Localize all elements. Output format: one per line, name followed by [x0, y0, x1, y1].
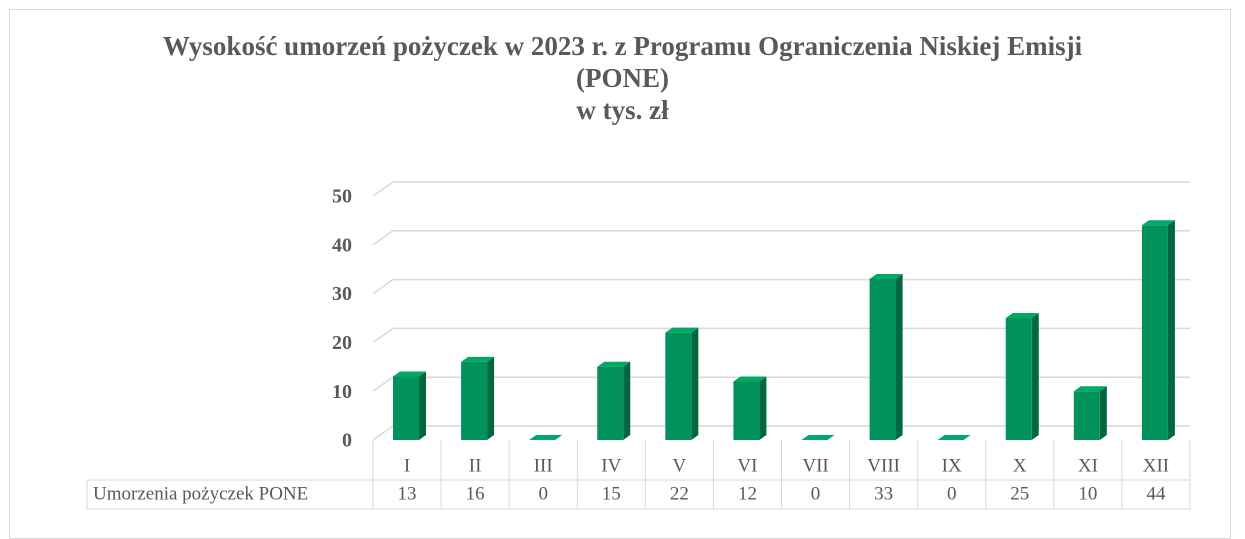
grid-line: [372, 181, 1190, 197]
bar-top: [665, 327, 699, 333]
bar-top: [1141, 220, 1175, 226]
bar: [529, 435, 563, 440]
bar-front: [665, 332, 692, 440]
bar-top: [529, 435, 563, 440]
x-tick-label: IV: [601, 455, 621, 476]
bar-side: [1099, 386, 1107, 440]
bar: [1005, 313, 1039, 440]
table-value: 10: [1078, 483, 1097, 504]
bar-top: [869, 273, 903, 279]
bar-top: [1073, 386, 1107, 392]
table-value: 33: [874, 483, 893, 504]
bar-top: [937, 435, 971, 440]
bar-top: [733, 376, 767, 382]
bar: [597, 361, 631, 440]
bar: [869, 273, 903, 440]
bar-side: [1167, 220, 1175, 440]
bar: [801, 435, 835, 440]
table-value: 12: [738, 483, 757, 504]
bar-top: [1005, 313, 1039, 318]
grid-line: [372, 278, 1190, 295]
x-tick-label: XII: [1143, 455, 1169, 476]
bar-front: [733, 381, 760, 440]
y-tick-label: 20: [332, 332, 352, 354]
y-tick-label: 10: [332, 381, 352, 403]
x-tick-label: VII: [802, 455, 828, 476]
table-value: 0: [811, 483, 821, 504]
bar-top: [461, 356, 495, 362]
bar-side: [623, 361, 631, 440]
chart-title: Wysokość umorzeń pożyczek w 2023 r. z Pr…: [162, 31, 1083, 93]
table-value: 25: [1010, 483, 1029, 504]
grid-line: [372, 376, 1190, 392]
table-value: 15: [602, 483, 621, 504]
table-value: 0: [538, 483, 548, 504]
bar: [665, 327, 699, 440]
bar-side: [487, 356, 495, 440]
bar-front: [597, 366, 624, 440]
bar-top: [597, 361, 631, 367]
bar-front: [461, 361, 488, 440]
x-tick-label: III: [534, 455, 553, 476]
table-value: 0: [947, 483, 957, 504]
y-tick-label: 30: [332, 283, 352, 305]
chart-subtitle: w tys. zł: [576, 95, 669, 125]
y-tick-label: 40: [332, 234, 352, 256]
table-value: 13: [398, 483, 417, 504]
x-tick-label: VI: [737, 455, 757, 476]
bar-front: [393, 376, 419, 440]
bar-top: [801, 435, 835, 440]
bar: [461, 356, 495, 440]
bar: [937, 435, 971, 440]
bar-side: [691, 327, 699, 440]
x-tick-label: XI: [1078, 455, 1098, 476]
x-tick-label: X: [1013, 455, 1027, 476]
bar-front: [1005, 318, 1032, 440]
x-tick-label: I: [404, 455, 410, 476]
bar: [733, 376, 767, 440]
bar-front: [869, 278, 896, 440]
x-tick-label: V: [673, 455, 687, 476]
grid-line: [372, 425, 1190, 441]
page: {"chart_data": {"type": "bar", "title": …: [9, 9, 1231, 539]
legend-label: Umorzenia pożyczek PONE: [93, 483, 308, 504]
table-value: 16: [466, 483, 485, 504]
bar-front: [1141, 225, 1168, 440]
table-value: 22: [670, 483, 689, 504]
x-tick-label: VIII: [867, 455, 900, 476]
bar: [393, 371, 426, 440]
y-tick-label: 50: [332, 186, 352, 208]
bar-side: [895, 273, 903, 440]
bar: [1073, 386, 1107, 440]
bar-side: [1031, 313, 1039, 440]
bar-front: [1073, 391, 1100, 440]
bar-side: [419, 371, 426, 440]
y-tick-label: 0: [342, 430, 352, 452]
bar-side: [759, 376, 767, 440]
x-tick-label: IX: [942, 455, 962, 476]
bar: [1141, 220, 1175, 440]
grid-line: [372, 327, 1190, 344]
chart: 0 10 20 30 40 50 I 13 II 16 III 0 IV 15 V 22 VI 12 VII 0 VII…: [86, 181, 1191, 510]
x-tick-label: II: [469, 455, 482, 476]
bar-top: [393, 371, 426, 377]
table-value: 44: [1146, 483, 1166, 504]
grid-line: [372, 230, 1190, 246]
